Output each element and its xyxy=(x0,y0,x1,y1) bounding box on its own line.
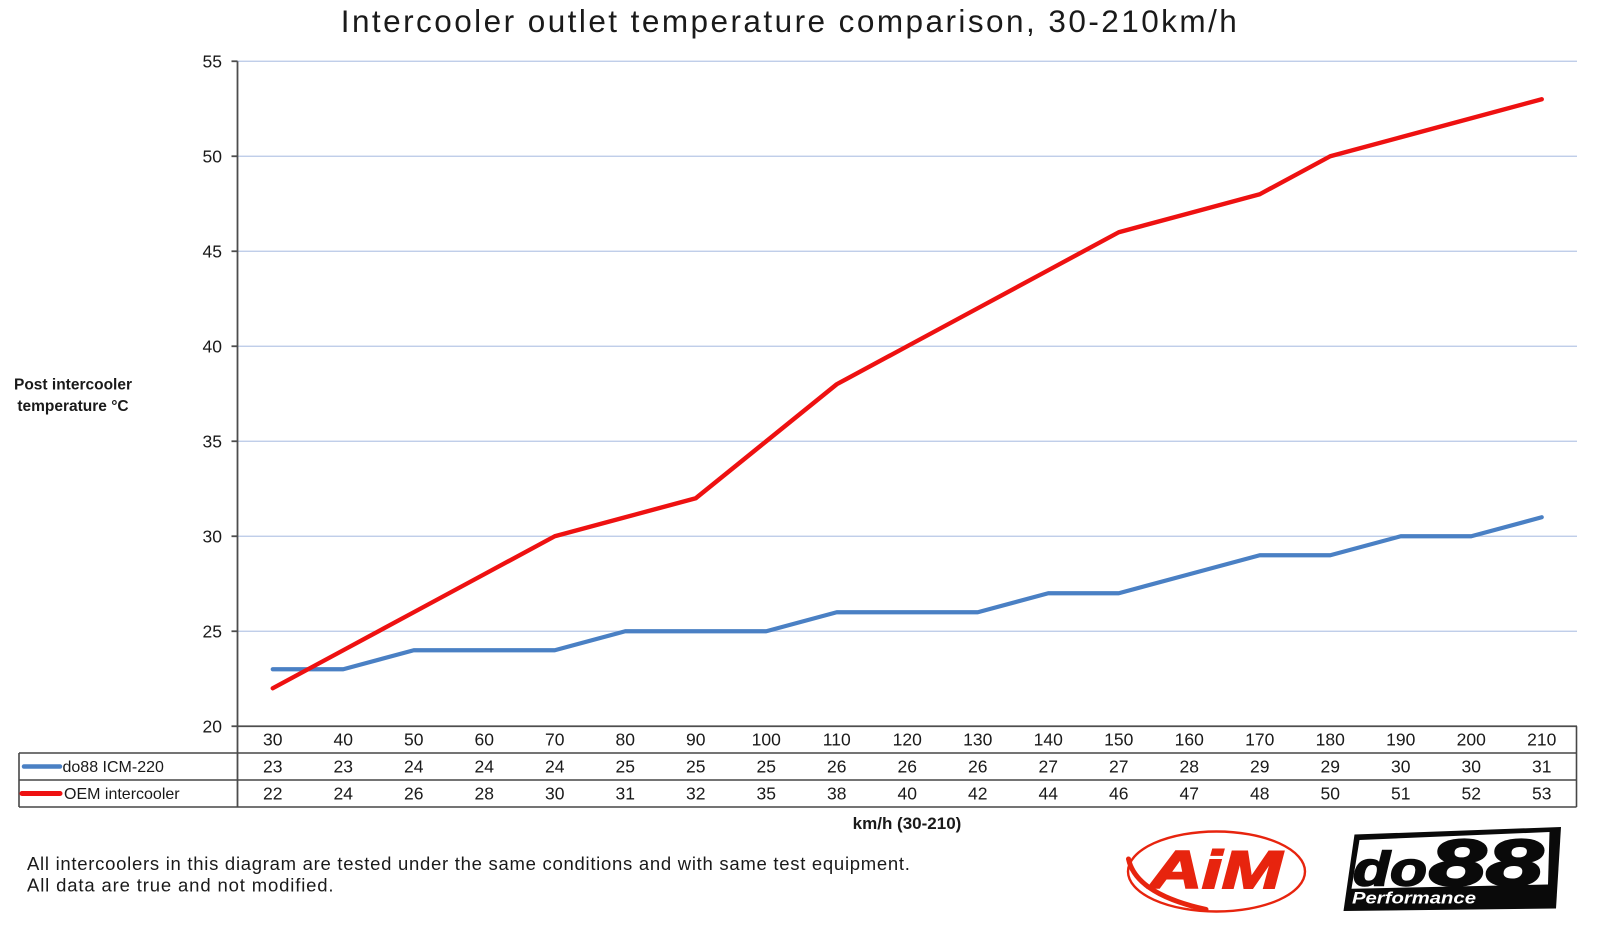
svg-text:200: 200 xyxy=(1457,730,1486,750)
svg-text:130: 130 xyxy=(963,730,992,750)
svg-text:53: 53 xyxy=(1532,784,1551,804)
svg-text:42: 42 xyxy=(968,784,987,804)
svg-text:31: 31 xyxy=(1532,757,1551,777)
svg-text:26: 26 xyxy=(827,757,846,777)
svg-text:170: 170 xyxy=(1245,730,1274,750)
svg-text:23: 23 xyxy=(334,757,353,777)
svg-text:27: 27 xyxy=(1039,757,1058,777)
svg-text:30: 30 xyxy=(1391,757,1411,777)
svg-text:80: 80 xyxy=(616,730,636,750)
svg-text:26: 26 xyxy=(404,784,423,804)
svg-text:100: 100 xyxy=(752,730,781,750)
svg-text:50: 50 xyxy=(1321,784,1341,804)
svg-text:60: 60 xyxy=(475,730,495,750)
svg-text:46: 46 xyxy=(1109,784,1128,804)
svg-text:38: 38 xyxy=(827,784,846,804)
svg-text:28: 28 xyxy=(475,784,494,804)
svg-text:Post intercooler: Post intercooler xyxy=(14,377,132,394)
svg-text:30: 30 xyxy=(545,784,565,804)
svg-text:40: 40 xyxy=(203,337,223,357)
svg-text:24: 24 xyxy=(545,757,565,777)
svg-text:do88 ICM-220: do88 ICM-220 xyxy=(63,759,164,776)
svg-text:90: 90 xyxy=(686,730,706,750)
svg-text:190: 190 xyxy=(1386,730,1415,750)
svg-text:22: 22 xyxy=(263,784,282,804)
svg-text:25: 25 xyxy=(203,622,222,642)
svg-text:45: 45 xyxy=(203,242,222,262)
svg-text:25: 25 xyxy=(757,757,776,777)
svg-text:24: 24 xyxy=(475,757,495,777)
svg-text:88: 88 xyxy=(1429,826,1543,900)
svg-text:Intercooler outlet temperature: Intercooler outlet temperature compariso… xyxy=(341,3,1240,39)
svg-text:km/h (30-210): km/h (30-210) xyxy=(853,814,962,833)
svg-text:20: 20 xyxy=(203,717,223,737)
svg-text:24: 24 xyxy=(334,784,354,804)
svg-text:52: 52 xyxy=(1462,784,1481,804)
svg-text:29: 29 xyxy=(1321,757,1340,777)
svg-text:48: 48 xyxy=(1250,784,1269,804)
svg-text:26: 26 xyxy=(968,757,987,777)
svg-text:35: 35 xyxy=(757,784,776,804)
svg-text:40: 40 xyxy=(898,784,918,804)
svg-text:55: 55 xyxy=(203,52,222,72)
svg-text:50: 50 xyxy=(203,147,223,167)
svg-text:140: 140 xyxy=(1034,730,1063,750)
svg-text:Performance: Performance xyxy=(1352,890,1476,908)
svg-text:35: 35 xyxy=(203,432,222,452)
svg-text:25: 25 xyxy=(616,757,635,777)
svg-text:120: 120 xyxy=(893,730,922,750)
svg-text:OEM intercooler: OEM intercooler xyxy=(64,786,180,803)
svg-text:All intercoolers in this diagr: All intercoolers in this diagram are tes… xyxy=(27,853,911,874)
svg-text:210: 210 xyxy=(1527,730,1556,750)
svg-text:47: 47 xyxy=(1180,784,1199,804)
svg-text:25: 25 xyxy=(686,757,705,777)
svg-text:31: 31 xyxy=(616,784,635,804)
svg-text:28: 28 xyxy=(1180,757,1199,777)
svg-text:do: do xyxy=(1353,844,1427,897)
svg-text:temperature °C: temperature °C xyxy=(17,398,128,415)
svg-text:150: 150 xyxy=(1104,730,1133,750)
svg-text:50: 50 xyxy=(404,730,424,750)
svg-text:160: 160 xyxy=(1175,730,1204,750)
svg-text:44: 44 xyxy=(1039,784,1059,804)
svg-text:30: 30 xyxy=(263,730,283,750)
svg-text:30: 30 xyxy=(203,527,223,547)
svg-text:24: 24 xyxy=(404,757,424,777)
svg-text:23: 23 xyxy=(263,757,282,777)
svg-text:70: 70 xyxy=(545,730,565,750)
svg-text:27: 27 xyxy=(1109,757,1128,777)
svg-text:30: 30 xyxy=(1462,757,1482,777)
svg-text:26: 26 xyxy=(898,757,917,777)
svg-text:AiM: AiM xyxy=(1147,841,1284,900)
svg-text:32: 32 xyxy=(686,784,705,804)
svg-text:51: 51 xyxy=(1391,784,1410,804)
svg-text:All data are true and not modi: All data are true and not modified. xyxy=(27,875,334,896)
svg-text:29: 29 xyxy=(1250,757,1269,777)
svg-text:180: 180 xyxy=(1316,730,1345,750)
svg-text:40: 40 xyxy=(334,730,354,750)
svg-text:110: 110 xyxy=(823,730,851,750)
